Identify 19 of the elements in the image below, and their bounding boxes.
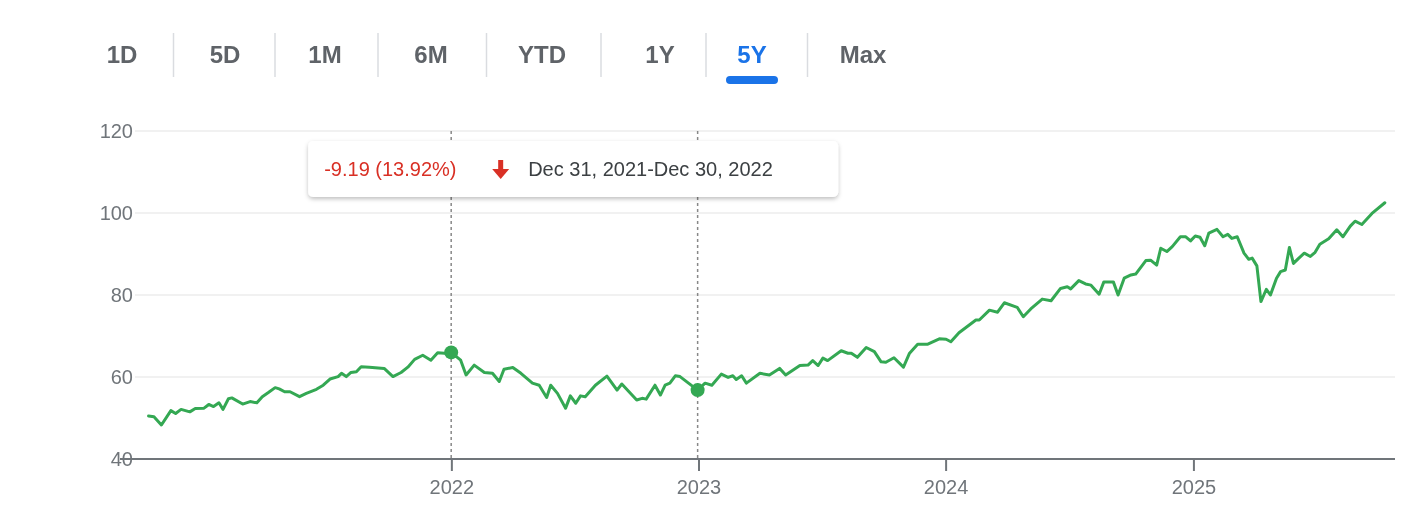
text: 1M: [308, 41, 342, 68]
text: Max: [839, 41, 887, 68]
text: 6M: [414, 41, 448, 68]
y-tick-label: 80: [110, 284, 133, 306]
x-tick-label: 2023: [676, 476, 722, 498]
text: YTD: [518, 41, 566, 68]
annotation: Dec 31, 2021-Dec 30, 2022: [528, 158, 773, 180]
annotation: -9.19 (13.92%): [324, 158, 457, 180]
line-series: [147, 201, 1387, 427]
y-tick-label: 100: [99, 202, 133, 224]
text: 5D: [209, 41, 241, 68]
x-tick-label: 2022: [429, 476, 475, 498]
x-tick-label: 2025: [1171, 476, 1217, 498]
text: 5Y: [737, 41, 767, 68]
y-tick-label: 120: [99, 120, 133, 142]
y-tick-label: 60: [110, 366, 133, 388]
text: 1Y: [645, 41, 675, 68]
text: 1D: [106, 41, 138, 68]
x-tick-label: 2024: [923, 476, 969, 498]
